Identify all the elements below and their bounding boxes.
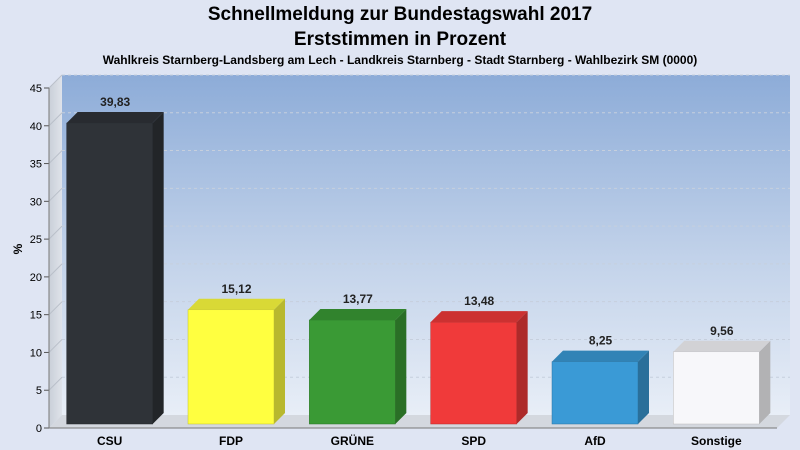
bar-front (673, 351, 760, 425)
x-tick-label: CSU (97, 434, 122, 448)
bar-sonstige (673, 340, 771, 425)
chart-subtitle: Wahlkreis Starnberg-Landsberg am Lech - … (102, 53, 698, 67)
grid-line-wall (48, 339, 63, 353)
grid-line-wall (48, 263, 63, 278)
data-label: 13,48 (464, 294, 494, 308)
data-label: 9,56 (710, 324, 734, 338)
y-axis-label: % (11, 243, 25, 254)
y-tick-label: 20 (30, 272, 42, 284)
grid-line-wall (48, 74, 63, 89)
data-label: 15,12 (221, 282, 251, 296)
bar-csu (66, 112, 164, 425)
bar-top (66, 112, 164, 124)
bar-top (188, 298, 285, 310)
y-tick-label: 30 (30, 196, 42, 208)
chart-title: Schnellmeldung zur Bundestagswahl 2017 (207, 4, 593, 25)
bar-front (309, 319, 396, 425)
plot-background (62, 75, 790, 415)
bar-top (309, 308, 407, 320)
bar-front (187, 309, 275, 425)
bar-grüne (309, 308, 407, 425)
grid-line-wall (48, 376, 63, 391)
bar-front (430, 321, 517, 425)
bar-top (430, 311, 528, 323)
grid-line-wall (48, 301, 63, 316)
x-tick-label: AfD (584, 434, 606, 448)
bar-front (551, 361, 639, 425)
grid-line-wall (48, 187, 63, 202)
y-tick-label: 0 (36, 423, 42, 435)
bar-top (673, 340, 771, 352)
grid-line-wall (48, 225, 63, 240)
bar-top (552, 350, 649, 362)
x-tick-label: GRÜNE (331, 433, 374, 448)
bar-side (759, 340, 771, 424)
x-tick-label: Sonstige (691, 434, 742, 448)
y-tick-label: 15 (30, 310, 42, 322)
x-tick-label: SPD (461, 434, 486, 448)
data-label: 13,77 (343, 292, 373, 306)
bar-side (152, 112, 164, 424)
y-tick-label: 45 (30, 83, 42, 95)
bar-afd (551, 350, 649, 425)
bar-side (395, 308, 407, 424)
y-tick-label: 25 (30, 234, 42, 246)
bar-front (66, 122, 153, 425)
plot-side-wall (49, 75, 62, 428)
bar-fdp (187, 298, 285, 425)
bar-side (638, 350, 649, 424)
bar-side (516, 311, 528, 424)
y-tick-label: 10 (30, 347, 42, 359)
data-label: 8,25 (589, 334, 613, 348)
grid-line-wall (48, 112, 63, 127)
bar-side (274, 298, 285, 424)
chart-title-line2: Erststimmen in Prozent (293, 29, 507, 50)
y-tick-label: 40 (30, 121, 42, 133)
bar-spd (430, 311, 528, 425)
y-tick-label: 35 (30, 159, 42, 171)
x-tick-label: FDP (219, 434, 243, 448)
data-label: 39,83 (100, 95, 130, 109)
grid-line-wall (48, 150, 63, 164)
y-tick-label: 5 (36, 385, 42, 397)
